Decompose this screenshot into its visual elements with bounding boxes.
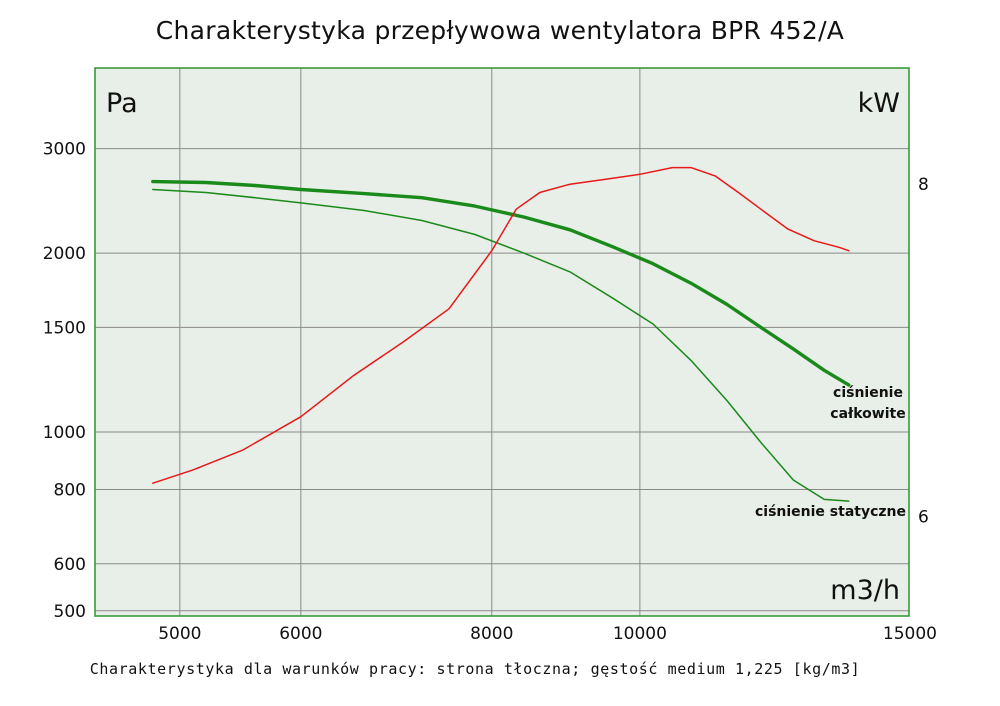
x-tick-label: 6000	[279, 624, 322, 644]
series-line-static-pressure	[152, 188, 850, 502]
y-tick-label: 500	[54, 602, 86, 622]
y-tick-label: 1000	[43, 423, 86, 443]
chart-footnote: Charakterystyka dla warunków pracy: stro…	[89, 660, 861, 678]
x-tick-label: 15000	[883, 624, 937, 644]
y-axis-unit-label: Pa	[106, 88, 138, 119]
x-tick-label: 10000	[613, 624, 667, 644]
annotation-total-line1: ciśnienie	[833, 385, 903, 401]
y2-axis-unit-label: kW	[858, 88, 900, 119]
y2-tick-label: 8	[918, 175, 929, 195]
x-tick-label: 8000	[470, 624, 513, 644]
y-tick-label: 600	[54, 555, 86, 575]
chart-title: Charakterystyka przepływowa wentylatora …	[155, 16, 845, 45]
y-tick-label: 3000	[43, 140, 86, 160]
y2-tick-label: 6	[918, 507, 929, 527]
x-tick-label: 5000	[158, 624, 201, 644]
plot-frame	[94, 67, 910, 617]
plot-area	[95, 68, 909, 616]
y-tick-label: 2000	[43, 244, 86, 264]
series-line-total-pressure	[151, 179, 851, 387]
annotation-total-line2: całkowite	[830, 406, 905, 422]
y-tick-label: 1500	[43, 318, 86, 338]
x-axis-unit-label: m3/h	[830, 575, 900, 606]
annotation-static: ciśnienie statyczne	[755, 504, 906, 520]
series-line-power	[152, 166, 850, 484]
y-tick-label: 800	[54, 481, 86, 501]
